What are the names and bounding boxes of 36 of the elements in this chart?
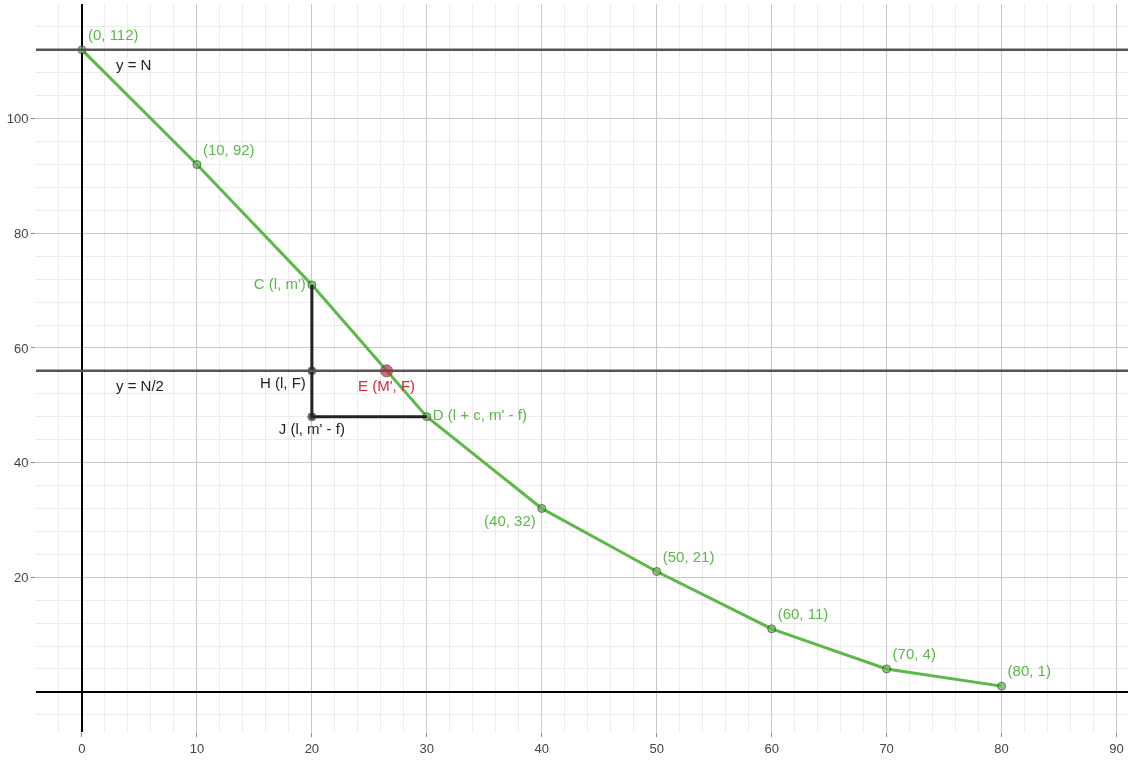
x-tick-label: 40 <box>534 740 549 756</box>
data-label: J (l, m' - f) <box>278 419 345 437</box>
x-tick-label: 70 <box>879 740 894 756</box>
x-tick-label: 30 <box>419 740 435 756</box>
point <box>652 567 662 576</box>
ref-line-label: y = N <box>116 56 152 73</box>
y-tick-label: 20 <box>13 569 29 585</box>
point <box>882 664 892 674</box>
point <box>767 624 777 634</box>
x-tick-label: 80 <box>994 740 1009 756</box>
data-label: (40, 32) <box>484 511 536 529</box>
data-label: C (l, m') <box>253 274 306 292</box>
data-label: (80, 1) <box>1007 662 1051 680</box>
point <box>537 503 547 513</box>
data-label: D (l + c, m' - f) <box>432 406 527 424</box>
data-label: E (M', F) <box>358 376 416 394</box>
y-tick-label: 100 <box>6 111 29 127</box>
data-label: (0, 112) <box>87 26 139 44</box>
x-tick-label: 10 <box>189 740 205 756</box>
data-label: (50, 21) <box>662 547 715 565</box>
y-tick-label: 80 <box>13 225 29 241</box>
y-tick-label: 60 <box>13 340 29 356</box>
x-tick-label: 20 <box>304 740 320 756</box>
x-tick-label: 90 <box>1109 740 1124 756</box>
x-tick-label: 0 <box>78 740 86 756</box>
x-tick-label: 60 <box>764 740 779 756</box>
point <box>997 681 1007 691</box>
point <box>307 412 317 422</box>
data-label: H (l, F) <box>260 374 306 392</box>
data-label: (60, 11) <box>777 605 829 623</box>
ref-line-label: y = N/2 <box>116 377 164 394</box>
data-label: (10, 92) <box>202 140 255 158</box>
point <box>192 160 202 169</box>
data-label: (70, 4) <box>892 645 936 663</box>
y-tick-label: 40 <box>13 455 29 471</box>
x-tick-label: 50 <box>649 740 664 756</box>
